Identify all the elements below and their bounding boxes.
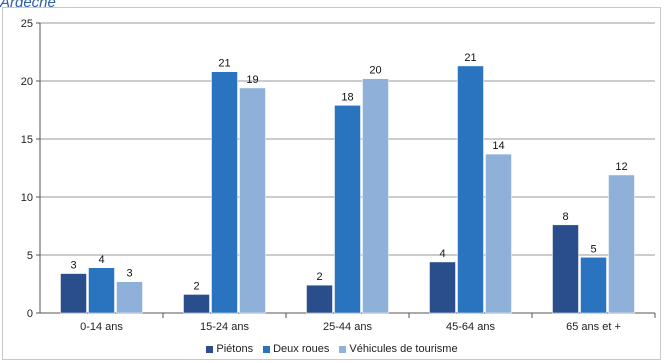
legend: Piétons Deux roues Véhicules de tourisme [0, 343, 664, 355]
data-label: 2 [316, 271, 322, 283]
bar-vehicules-tourisme [116, 281, 143, 314]
x-tick-label: 0-14 ans [80, 321, 123, 333]
data-label: 21 [218, 58, 230, 70]
bar-deux-roues [580, 257, 607, 314]
y-tick-label: 15 [21, 134, 33, 146]
data-label: 20 [369, 65, 381, 77]
bar-vehicules-tourisme [608, 174, 635, 314]
x-tick-label: 65 ans et + [566, 321, 621, 333]
legend-item: Véhicules de tourisme [339, 343, 458, 355]
bar-pietons [552, 224, 579, 314]
y-tick-label: 0 [27, 308, 33, 320]
bar-vehicules-tourisme [485, 153, 512, 314]
data-label: 19 [246, 74, 258, 86]
bar-pietons [429, 261, 456, 314]
legend-swatch [263, 345, 271, 353]
bar-pietons [60, 273, 87, 314]
x-tick-label: 25-44 ans [323, 321, 372, 333]
y-tick-label: 5 [27, 250, 33, 262]
data-label: 2 [193, 280, 199, 292]
legend-swatch [206, 345, 214, 353]
legend-label: Deux roues [273, 343, 330, 355]
x-tick-label: 45-64 ans [446, 321, 495, 333]
bar-vehicules-tourisme [239, 87, 266, 314]
legend-label: Piétons [216, 343, 254, 355]
data-label: 5 [590, 243, 596, 255]
chart-frame [2, 7, 661, 360]
data-label: 21 [464, 52, 476, 64]
data-label: 3 [126, 268, 132, 280]
chart-title: Ardèche [0, 0, 56, 11]
bar-pietons [306, 284, 333, 314]
data-label: 4 [439, 248, 445, 260]
bar-vehicules-tourisme [362, 78, 389, 314]
legend-item: Piétons [206, 343, 253, 355]
y-tick-label: 25 [21, 18, 33, 30]
bar-pietons [183, 294, 210, 314]
data-label: 4 [98, 254, 104, 266]
legend-item: Deux roues [263, 343, 329, 355]
data-label: 18 [341, 91, 353, 103]
data-label: 3 [70, 260, 76, 272]
data-label: 8 [562, 211, 568, 223]
bar-deux-roues [334, 105, 361, 314]
y-tick-label: 20 [21, 76, 33, 88]
bar-deux-roues [211, 71, 238, 314]
data-label: 12 [615, 161, 627, 173]
data-label: 14 [492, 140, 504, 152]
bar-deux-roues [88, 267, 115, 314]
bar-deux-roues [457, 65, 484, 314]
legend-swatch [339, 345, 347, 353]
x-tick-label: 15-24 ans [200, 321, 249, 333]
legend-label: Véhicules de tourisme [349, 343, 458, 355]
y-tick-label: 10 [21, 192, 33, 204]
